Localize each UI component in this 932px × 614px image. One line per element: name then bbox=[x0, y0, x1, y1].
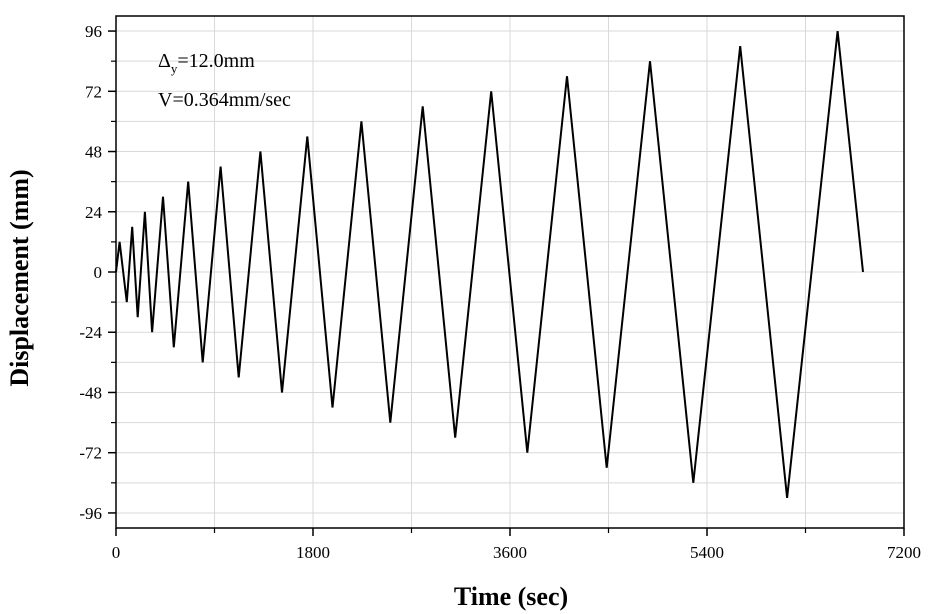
x-tick-label: 3600 bbox=[493, 543, 527, 562]
y-tick-label: -24 bbox=[79, 323, 102, 342]
y-tick-label: 24 bbox=[85, 203, 103, 222]
displacement-line bbox=[115, 30, 864, 499]
velocity-annotation: V=0.364mm/sec bbox=[158, 89, 291, 111]
y-tick-label: 0 bbox=[94, 263, 103, 282]
delta-annotation: Δy=12.0mm bbox=[158, 50, 255, 76]
y-axis-title: Displacement (mm) bbox=[5, 169, 34, 386]
y-tick-label: 48 bbox=[85, 143, 102, 162]
y-tick-label: -96 bbox=[79, 504, 102, 523]
x-tick-label: 7200 bbox=[887, 543, 921, 562]
annotation-box: Δy=12.0mm V=0.364mm/sec bbox=[158, 50, 291, 111]
y-tick-label: 96 bbox=[85, 22, 102, 41]
y-tick-label: -72 bbox=[79, 444, 102, 463]
data-series bbox=[115, 30, 864, 499]
x-axis-title: Time (sec) bbox=[454, 582, 568, 611]
y-tick-label: 72 bbox=[85, 82, 102, 101]
x-tick-label: 5400 bbox=[690, 543, 724, 562]
axis-ticks bbox=[108, 30, 905, 536]
grid-lines bbox=[116, 16, 904, 528]
x-tick-label: 0 bbox=[112, 543, 121, 562]
y-tick-label: -48 bbox=[79, 383, 102, 402]
x-tick-label: 1800 bbox=[296, 543, 330, 562]
tick-labels: 0 1800 3600 5400 7200 96 72 48 24 0 -24 -48 -72 -96 bbox=[79, 22, 921, 562]
